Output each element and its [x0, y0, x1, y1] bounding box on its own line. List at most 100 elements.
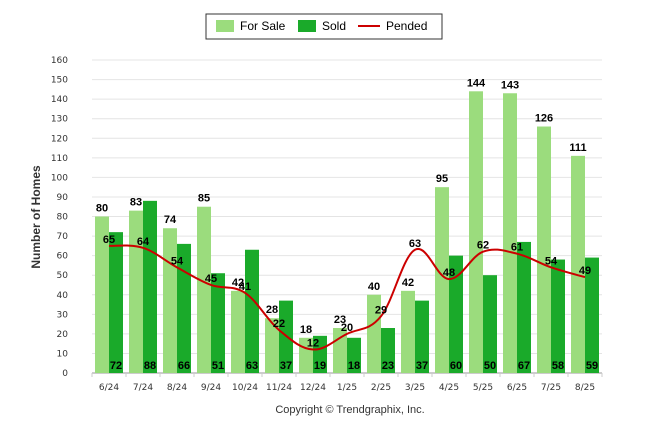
label-sold: 88 — [144, 360, 156, 372]
y-tick-label: 30 — [57, 310, 69, 320]
bar-sold — [245, 249, 259, 373]
x-tick-label: 3/25 — [405, 383, 425, 393]
legend-swatch-sold — [298, 20, 316, 32]
y-tick-label: 120 — [51, 134, 68, 144]
label-for-sale: 23 — [334, 314, 346, 326]
legend-label-pended: Pended — [386, 19, 427, 33]
bar-sold — [109, 232, 123, 373]
legend: For Sale Sold Pended — [205, 13, 443, 40]
label-sold: 37 — [280, 360, 292, 372]
bar-for-sale — [571, 155, 585, 373]
label-pended: 12 — [307, 338, 319, 350]
label-for-sale: 111 — [569, 142, 586, 154]
bar-for-sale — [265, 318, 279, 373]
label-pended: 65 — [103, 234, 115, 246]
x-tick-label: 11/24 — [266, 383, 292, 393]
bar-for-sale — [469, 91, 483, 374]
label-for-sale: 74 — [164, 214, 177, 226]
x-tick-label: 8/24 — [167, 383, 187, 393]
bar-for-sale — [163, 228, 177, 373]
data-labels: 80 72 65 83 88 64 74 66 54 85 51 45 42 63 41 28 37 22 18 19… — [96, 77, 598, 372]
x-tick-label: 7/25 — [541, 383, 561, 393]
bar-for-sale — [435, 187, 449, 373]
bar-sold — [143, 200, 157, 373]
label-sold: 66 — [178, 360, 190, 372]
label-for-sale: 126 — [535, 113, 553, 125]
y-tick-label: 140 — [51, 95, 68, 105]
x-tick-label: 6/24 — [99, 383, 119, 393]
x-tick-label: 10/24 — [232, 383, 258, 393]
legend-label-for-sale: For Sale — [240, 19, 286, 33]
label-sold: 18 — [348, 360, 360, 372]
bar-sold — [415, 300, 429, 373]
x-tick-label: 7/24 — [133, 383, 153, 393]
x-tick-label: 4/25 — [439, 383, 459, 393]
legend-swatch-for-sale — [216, 20, 234, 32]
bar-for-sale — [231, 290, 245, 373]
bar-for-sale — [537, 126, 551, 373]
bar-for-sale — [95, 216, 109, 373]
y-tick-label: 90 — [57, 193, 69, 203]
x-axis-ticks: 6/24 7/24 8/24 9/24 10/24 11/24 12/24 1/25 2/25 3… — [91, 373, 603, 393]
y-tick-label: 60 — [57, 252, 69, 262]
bar-sold — [585, 257, 599, 373]
bars — [95, 91, 599, 374]
bar-sold — [313, 335, 327, 373]
bar-for-sale — [367, 294, 381, 373]
label-pended: 54 — [171, 255, 184, 267]
label-for-sale: 143 — [501, 79, 519, 91]
bar-sold — [517, 241, 531, 373]
y-tick-label: 130 — [51, 115, 68, 125]
label-sold: 23 — [382, 360, 394, 372]
y-tick-label: 40 — [57, 291, 69, 301]
copyright-text: Copyright © Trendgraphix, Inc. — [275, 404, 424, 416]
y-tick-label: 150 — [51, 76, 68, 86]
label-sold: 63 — [246, 360, 258, 372]
label-for-sale: 28 — [266, 304, 278, 316]
x-tick-label: 12/24 — [300, 383, 326, 393]
x-tick-label: 2/25 — [371, 383, 391, 393]
bar-sold — [449, 255, 463, 373]
y-tick-label: 110 — [51, 154, 68, 164]
x-tick-label: 9/24 — [201, 383, 221, 393]
label-pended: 22 — [273, 318, 285, 330]
bar-sold — [381, 328, 395, 373]
x-tick-label: 8/25 — [575, 383, 595, 393]
label-pended: 63 — [409, 238, 421, 250]
label-pended: 48 — [443, 267, 455, 279]
label-for-sale: 144 — [467, 77, 486, 89]
label-pended: 54 — [545, 255, 558, 267]
label-for-sale: 83 — [130, 197, 142, 209]
y-axis-ticks: 0 10 20 30 40 50 60 70 80 90 100 110 120 130 140 150 160 — [51, 56, 68, 379]
x-tick-label: 6/25 — [507, 383, 527, 393]
label-pended: 45 — [205, 273, 217, 285]
y-tick-label: 70 — [57, 232, 69, 242]
label-pended: 62 — [477, 240, 489, 252]
y-tick-label: 160 — [51, 56, 68, 66]
label-sold: 58 — [552, 360, 564, 372]
label-for-sale: 95 — [436, 173, 448, 185]
label-for-sale: 42 — [232, 277, 244, 289]
bar-sold — [211, 273, 225, 373]
label-for-sale: 85 — [198, 193, 210, 205]
y-tick-label: 80 — [57, 213, 69, 223]
label-sold: 67 — [518, 360, 530, 372]
label-sold: 60 — [450, 360, 462, 372]
label-pended: 41 — [239, 281, 251, 293]
pended-line-group — [108, 244, 586, 351]
bar-sold — [177, 243, 191, 373]
bar-sold — [551, 259, 565, 373]
label-sold: 19 — [314, 360, 326, 372]
bar-for-sale — [129, 210, 143, 373]
label-pended: 20 — [341, 322, 353, 334]
label-for-sale: 18 — [300, 324, 312, 336]
legend-box — [205, 13, 443, 40]
label-sold: 37 — [416, 360, 428, 372]
label-pended: 49 — [579, 265, 591, 277]
y-tick-label: 100 — [51, 173, 68, 183]
x-tick-label: 1/25 — [337, 383, 357, 393]
bar-sold — [483, 275, 497, 373]
label-for-sale: 42 — [402, 277, 414, 289]
y-tick-label: 0 — [62, 369, 68, 379]
